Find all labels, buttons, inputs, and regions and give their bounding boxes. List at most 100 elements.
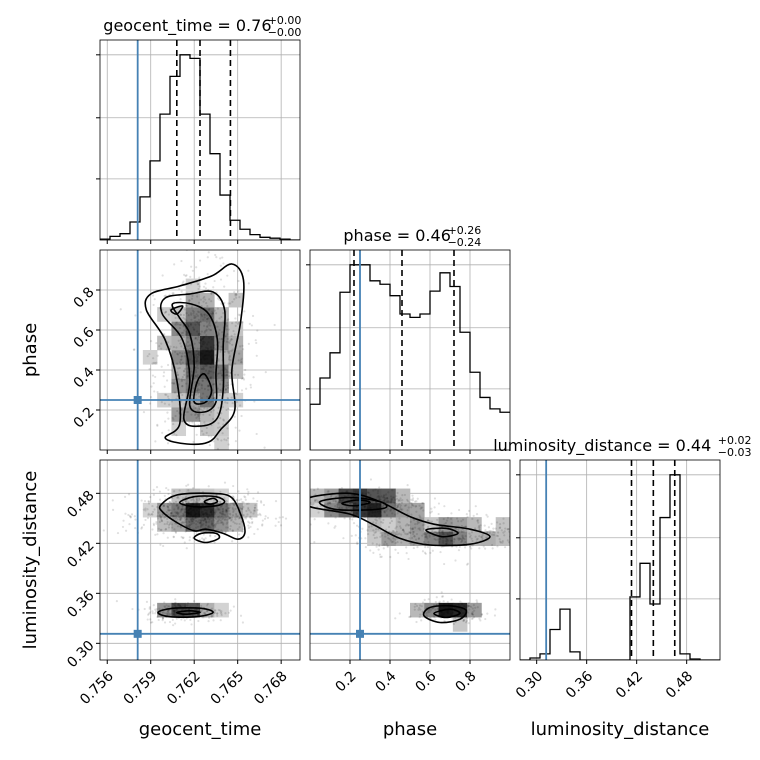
- sample-point: [229, 502, 233, 505]
- sample-point: [225, 340, 228, 343]
- sample-point: [227, 384, 230, 387]
- sample-point: [275, 511, 277, 513]
- sample-point: [233, 522, 236, 525]
- sample-point: [257, 513, 260, 516]
- sample-point: [241, 348, 245, 351]
- sample-point: [168, 403, 171, 406]
- sample-point: [172, 609, 175, 613]
- sample-point: [152, 522, 155, 525]
- sample-point: [156, 424, 159, 427]
- sample-point: [398, 532, 401, 535]
- sample-point: [204, 346, 208, 349]
- sample-point: [185, 363, 188, 367]
- sample-point: [227, 517, 230, 520]
- sample-point: [304, 508, 306, 510]
- sample-point: [406, 484, 409, 487]
- density-cell: [171, 421, 187, 437]
- sample-point: [181, 384, 184, 388]
- sample-point: [195, 499, 198, 502]
- sample-point: [237, 490, 240, 493]
- sample-point: [221, 518, 224, 521]
- sample-point: [252, 376, 255, 379]
- sample-point: [511, 535, 513, 537]
- sample-point: [216, 508, 220, 511]
- sample-point: [217, 358, 220, 361]
- sample-point: [200, 513, 203, 516]
- sample-point: [176, 460, 178, 462]
- sample-point: [174, 414, 177, 418]
- sample-point: [186, 506, 189, 509]
- sample-point: [155, 608, 158, 611]
- sample-point: [171, 514, 174, 517]
- sample-point: [438, 538, 442, 541]
- sample-point: [429, 511, 432, 514]
- sample-point: [198, 498, 201, 501]
- sample-point: [213, 511, 217, 514]
- sample-point: [395, 533, 398, 536]
- sample-point: [496, 545, 499, 548]
- sample-point: [182, 325, 185, 328]
- sample-point: [219, 388, 222, 392]
- sample-point: [154, 612, 157, 615]
- sample-point: [134, 526, 137, 530]
- sample-point: [414, 523, 417, 526]
- sample-point: [185, 506, 189, 509]
- sample-point: [382, 494, 385, 497]
- sample-point: [377, 494, 380, 498]
- sample-point: [199, 413, 202, 416]
- density-cell: [214, 435, 229, 450]
- sample-point: [173, 603, 176, 607]
- sample-point: [166, 505, 169, 508]
- sample-point: [221, 508, 225, 511]
- sample-point: [212, 409, 215, 412]
- sample-point: [481, 534, 484, 537]
- sample-point: [202, 519, 205, 522]
- sample-point: [202, 340, 205, 343]
- sample-point: [380, 555, 383, 558]
- sample-point: [304, 514, 306, 516]
- sample-point: [174, 517, 178, 520]
- sample-point: [474, 535, 477, 538]
- sample-point: [218, 517, 222, 520]
- sample-point: [171, 369, 174, 372]
- sample-point: [374, 488, 377, 491]
- sample-point: [439, 606, 442, 609]
- sample-point: [178, 326, 182, 330]
- sample-point: [443, 562, 446, 566]
- sample-point: [398, 503, 401, 506]
- sample-point: [205, 329, 208, 332]
- sample-point: [146, 618, 149, 621]
- sample-point: [210, 520, 213, 523]
- sample-point: [337, 507, 341, 510]
- sample-point: [336, 503, 339, 506]
- sample-point: [371, 506, 374, 509]
- sample-point: [431, 529, 434, 533]
- sample-point: [227, 492, 230, 495]
- sample-point: [231, 502, 234, 505]
- sample-point: [507, 528, 510, 531]
- sample-point: [504, 527, 507, 530]
- sample-point: [461, 611, 465, 615]
- sample-point: [190, 306, 194, 309]
- sample-point: [213, 512, 216, 516]
- contour-line: [203, 497, 219, 505]
- sample-point: [229, 513, 232, 516]
- sample-point: [209, 312, 212, 315]
- sample-point: [202, 533, 205, 536]
- sample-point: [326, 502, 330, 506]
- sample-point: [190, 297, 194, 300]
- sample-point: [200, 400, 203, 403]
- sample-point: [188, 299, 191, 302]
- sample-point: [177, 452, 179, 454]
- sample-point: [177, 513, 180, 516]
- sample-point: [356, 542, 359, 546]
- sample-point: [217, 331, 220, 334]
- sample-point: [353, 494, 356, 497]
- sample-point: [224, 518, 227, 521]
- plot-area: [275, 460, 513, 660]
- sample-point: [194, 315, 197, 318]
- sample-point: [189, 507, 193, 510]
- sample-point: [188, 350, 191, 353]
- sample-point: [186, 511, 189, 514]
- sample-point: [250, 324, 253, 327]
